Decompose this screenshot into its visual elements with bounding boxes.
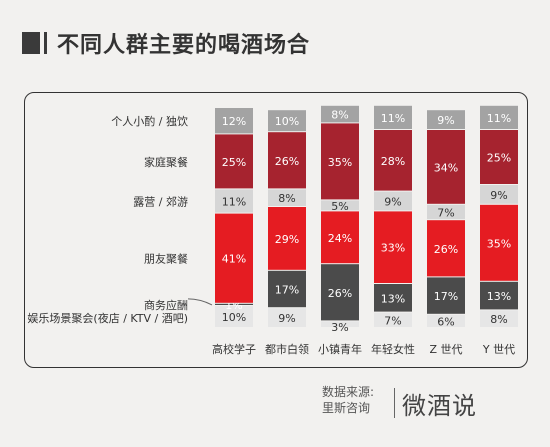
bar-segment (268, 110, 306, 132)
bar-segment (268, 207, 306, 270)
legend-label: 朋友聚餐 (144, 252, 188, 266)
data-label: 5% (331, 200, 348, 213)
data-label: 8% (490, 313, 507, 326)
bar-segment (321, 211, 359, 264)
data-label: 8% (331, 109, 348, 122)
bar-segment (480, 130, 518, 184)
data-label: 25% (222, 156, 246, 169)
legend-label: 娱乐场景聚会(夜店 / KTV / 酒吧) (27, 311, 188, 325)
bar-segment (480, 185, 518, 204)
data-label: 28% (381, 155, 405, 168)
bar-segment (321, 200, 359, 211)
data-label: 17% (275, 284, 299, 297)
legend-label: 露营 / 郊游 (133, 195, 188, 209)
legend-label: 个人小酌 / 独饮 (111, 115, 188, 128)
data-label: 26% (434, 243, 458, 256)
bar-segment (374, 284, 412, 312)
bar-segment (427, 204, 465, 220)
source-name: 里斯咨询 (322, 401, 371, 415)
bar-segment (427, 110, 465, 129)
bar-segment (480, 281, 518, 310)
bar-segment (480, 310, 518, 327)
bar-segment (215, 134, 253, 189)
source-divider (394, 388, 395, 418)
bar-segment (427, 277, 465, 314)
bar-segment (321, 105, 359, 123)
data-label: 26% (328, 287, 352, 300)
chart-frame (24, 92, 528, 368)
data-label: 7% (437, 207, 454, 220)
bar-segment (321, 123, 359, 200)
data-label: 3% (331, 321, 348, 334)
data-label: 7% (384, 314, 401, 327)
data-label: 9% (384, 196, 401, 209)
bar-segment (215, 306, 253, 327)
data-label: 24% (328, 232, 352, 245)
data-label: 9% (278, 312, 295, 325)
bar-segment (268, 132, 306, 189)
data-source: 数据来源: 里斯咨询 (322, 384, 374, 416)
bar-segment (374, 312, 412, 327)
bar-segment (427, 130, 465, 204)
x-tick-label: Y 世代 (482, 343, 515, 356)
bar-segment (480, 105, 518, 129)
bar-segment (215, 213, 253, 303)
x-tick-label: 都市白领 (265, 342, 309, 356)
bar-segment (268, 189, 306, 206)
data-label: 17% (434, 290, 458, 303)
title-row: 不同人群主要的喝酒场合 (22, 26, 310, 60)
data-label: 9% (437, 114, 454, 127)
bar-segment (374, 191, 412, 211)
legend-label: 家庭聚餐 (144, 155, 188, 169)
data-label: 26% (275, 155, 299, 168)
chart-title: 不同人群主要的喝酒场合 (57, 33, 311, 58)
data-label: 10% (275, 115, 299, 128)
data-label: 11% (222, 196, 246, 209)
bar-segment (374, 211, 412, 283)
data-label: 29% (275, 233, 299, 246)
data-label: 13% (381, 292, 405, 305)
bar-segment (268, 270, 306, 308)
data-label: 35% (328, 156, 352, 169)
data-label: 11% (487, 112, 511, 125)
data-label: 33% (381, 242, 405, 255)
source-label: 数据来源: (322, 385, 375, 399)
data-label: 11% (381, 112, 405, 125)
bar-segment (215, 108, 253, 134)
bar-segment (321, 264, 359, 321)
bar-segment (268, 308, 306, 327)
bar-segment (427, 314, 465, 327)
x-tick-label: 年轻女性 (371, 342, 415, 356)
data-label: 35% (487, 237, 511, 250)
data-label: 10% (222, 311, 246, 324)
title-bar (44, 32, 47, 54)
data-label: 12% (222, 115, 246, 128)
bar-segment (480, 204, 518, 281)
data-label: 8% (278, 192, 295, 205)
bar-segment (215, 189, 253, 213)
legend-label: 商务应酬 (144, 298, 188, 312)
bar-segment (374, 130, 412, 191)
bar-segment (374, 105, 412, 129)
data-label: 25% (487, 152, 511, 165)
bar-segment (215, 303, 253, 305)
x-tick-label: Z 世代 (429, 343, 462, 356)
title-mark (22, 32, 40, 54)
data-label: 41% (222, 253, 246, 266)
bar-segment (427, 220, 465, 277)
data-label: 6% (437, 315, 454, 328)
data-label: 34% (434, 161, 458, 174)
data-label: 9% (490, 189, 507, 202)
x-tick-label: 小镇青年 (318, 342, 362, 356)
leader-line (187, 298, 213, 306)
x-tick-label: 高校学子 (212, 342, 256, 356)
data-label: 13% (487, 290, 511, 303)
brand-logo: 微酒说 (402, 392, 477, 420)
bar-segment (321, 321, 359, 327)
